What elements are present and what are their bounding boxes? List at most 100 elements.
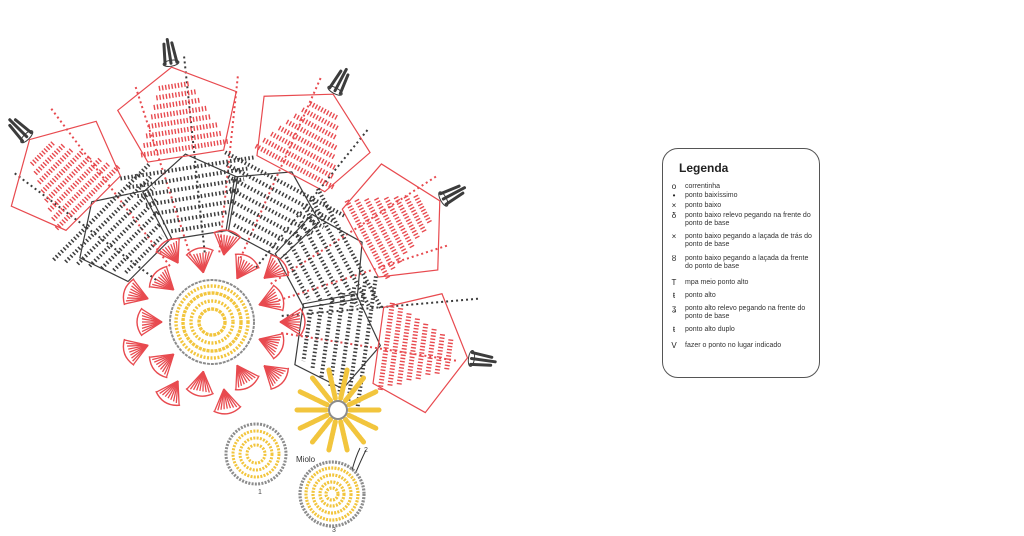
legend-text: ponto alto relevo pegando na frente do p… (685, 305, 806, 320)
pattern-petal (274, 163, 467, 310)
petal-outer-outline (116, 66, 237, 163)
petal-red-row (155, 89, 197, 101)
petal-inner-outline (294, 293, 382, 390)
shell-edge (272, 332, 285, 360)
step-2-ray (342, 416, 367, 446)
step-2-ray (309, 374, 334, 404)
chain-line (255, 127, 371, 269)
shell-edge (122, 338, 135, 366)
pattern-petals (8, 38, 497, 414)
legend-symbol: V (671, 341, 677, 350)
shell-fan (234, 364, 260, 391)
petal-tassel-base (327, 85, 343, 96)
pattern-petal (224, 67, 371, 260)
step-2-ray (326, 366, 338, 401)
step-1-ring (238, 436, 274, 472)
shell-fan (279, 307, 306, 337)
step-1-ring (231, 429, 281, 479)
shell-stitch (258, 304, 283, 311)
step-3-ring (318, 480, 346, 508)
legend-title: Legenda (679, 161, 729, 175)
petal-dark-row (299, 220, 348, 306)
petal-red-row (150, 105, 207, 120)
petal-red-row (308, 101, 340, 121)
shell-stitch (264, 274, 288, 279)
legend-symbol: • (672, 191, 676, 200)
petal-red-row (383, 196, 415, 249)
legend-text: ponto baixo relevo pegando na frente do … (685, 212, 811, 227)
shell-fan (122, 338, 149, 366)
petal-red-row (47, 157, 103, 213)
petal-red-row (425, 328, 437, 377)
petal-dark-row (120, 155, 256, 181)
petal-dark-row (137, 177, 245, 199)
legend-symbol: ʓ (671, 304, 677, 313)
shell-stitch (156, 380, 179, 393)
legend-text: ponto baixo (685, 202, 722, 209)
step-2-center (328, 400, 348, 420)
chain-line (239, 74, 323, 259)
petal-dark-row (224, 150, 347, 218)
shell-fan (258, 284, 285, 312)
shell-fan (263, 254, 290, 279)
inner-shell-ring (122, 229, 306, 415)
step-2-ray (297, 412, 330, 431)
petal-red-row (396, 313, 412, 385)
petal-inner-outline (79, 189, 173, 283)
petal-dark-row (355, 276, 378, 412)
petal-red-row (277, 125, 337, 160)
shell-stitch (133, 279, 149, 300)
petal-dark-row (76, 186, 156, 266)
shell-edge (270, 367, 290, 390)
chain-line (11, 170, 157, 281)
crochet-chart: Miolo 1 2 3 (8, 38, 497, 534)
petal-inner-outline (142, 153, 239, 241)
shell-fan (258, 332, 285, 360)
shell-fan (148, 353, 175, 379)
shell-edge (148, 265, 168, 288)
petal-dark-row (228, 186, 314, 235)
petal-dark-row (88, 198, 158, 268)
legend-text: mpa meio ponto alto (685, 279, 749, 286)
petal-outer-outline (256, 93, 371, 193)
petal-dark-row (154, 199, 234, 216)
legend-symbol: o (671, 182, 677, 191)
step-2-ray (297, 389, 330, 408)
petal-dark-row (124, 234, 164, 274)
shell-edge (234, 375, 260, 391)
legend-text: correntinha (685, 183, 721, 190)
shell-fan (213, 388, 242, 415)
shell-stitch (258, 338, 274, 359)
center-ring (174, 284, 250, 360)
shell-edge (272, 284, 285, 312)
petal-dark-row (319, 298, 335, 379)
shell-edge (234, 253, 260, 269)
shell-edge (155, 390, 181, 407)
petal-tassel (8, 118, 33, 143)
shell-edge (299, 307, 306, 337)
petal-dark-row (170, 221, 223, 234)
shell-stitch (223, 237, 241, 256)
step-3-label: 3 (332, 527, 336, 534)
petal-dark-row (100, 210, 160, 270)
shell-edge (136, 307, 143, 337)
petal-tassel-base (20, 130, 34, 144)
petal-tassel (328, 67, 350, 95)
step-2-ray (346, 412, 379, 431)
shell-fan (148, 265, 175, 291)
step-2-ray (326, 419, 338, 454)
legend-text: ponto baixo pegando a laçada de trás do … (685, 233, 812, 248)
shell-edge (155, 237, 181, 254)
shell-fan (122, 278, 149, 306)
shell-edge (148, 356, 168, 379)
legend-symbol: ŧ (672, 291, 676, 300)
center-ring (169, 279, 255, 365)
shell-fan (155, 380, 181, 407)
shell-stitch (235, 365, 238, 390)
petal-dark-row (52, 162, 152, 262)
shell-fan (263, 365, 290, 390)
legend-text: ponto alto (685, 292, 716, 299)
petal-red-row (33, 143, 66, 176)
shell-edge (185, 247, 214, 256)
petal-outer-outline (372, 293, 469, 414)
